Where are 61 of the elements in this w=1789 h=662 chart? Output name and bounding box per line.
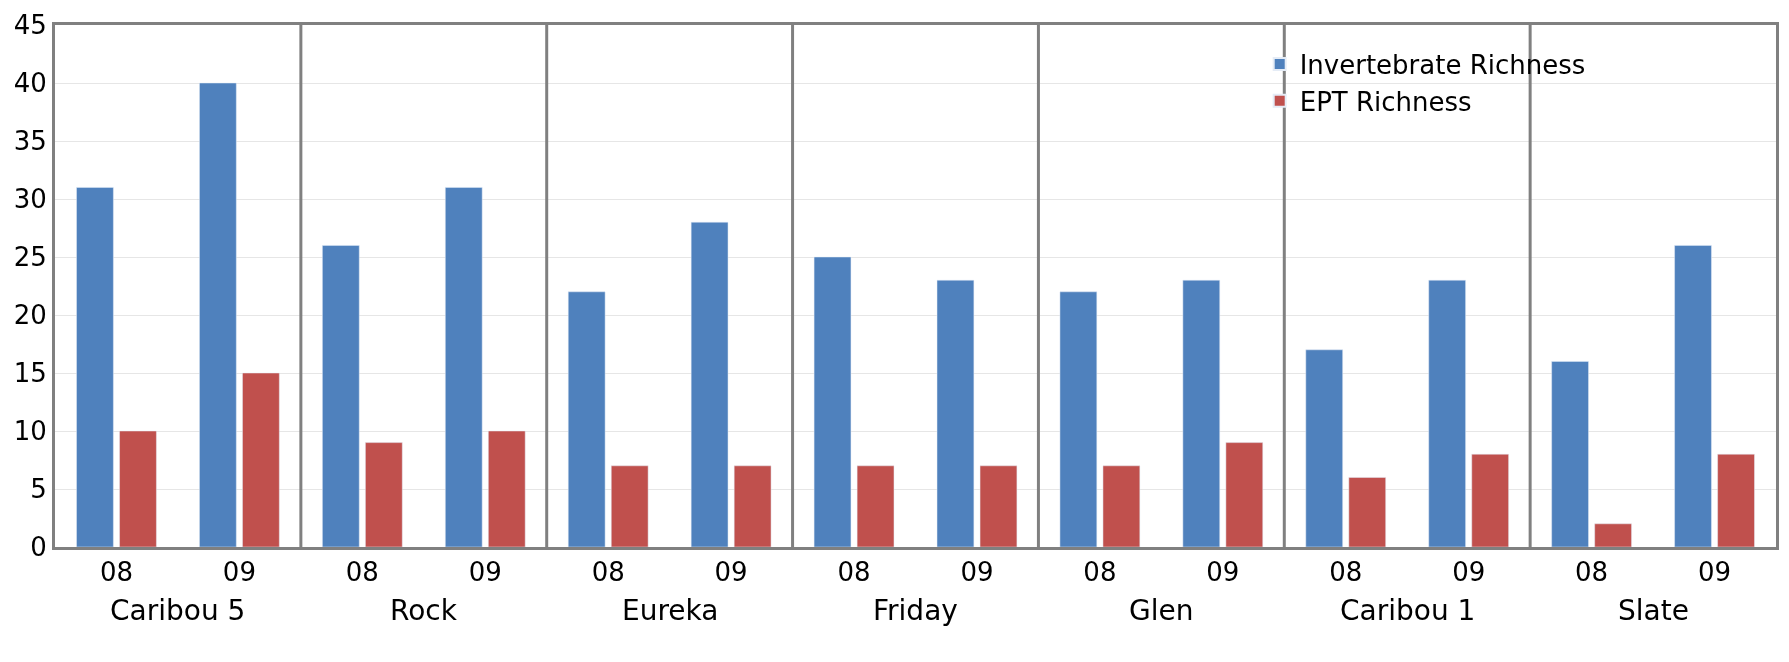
x-tick-label: 08: [345, 557, 379, 588]
bar: [488, 430, 526, 547]
bar: [813, 256, 852, 547]
x-tick-label: 09: [468, 557, 502, 588]
y-tick-label: 20: [13, 300, 47, 331]
bar: [1305, 349, 1343, 547]
x-tick-label: 08: [1575, 557, 1609, 588]
bar: [856, 465, 895, 547]
bar: [365, 442, 403, 547]
bar: [611, 465, 649, 547]
bar: [1674, 245, 1712, 547]
y-tick-label: 5: [30, 474, 47, 505]
y-tick-label: 25: [13, 242, 47, 273]
legend-label: Invertebrate Richness: [1299, 50, 1586, 81]
x-tick-label: 08: [591, 557, 625, 588]
y-tick-label: 40: [13, 68, 47, 99]
bar: [979, 465, 1018, 547]
bar: [567, 291, 606, 547]
x-tick-label: 08: [837, 557, 871, 588]
bar: [119, 430, 157, 547]
bar: [1059, 291, 1098, 547]
y-tick-label: 45: [13, 10, 47, 41]
bar: [1428, 279, 1466, 547]
bar: [690, 221, 729, 547]
bar: [1225, 442, 1264, 547]
x-tick-label: 09: [960, 557, 994, 588]
text: Rock: [390, 594, 458, 627]
bar: [1717, 453, 1755, 547]
bar: [1348, 477, 1386, 547]
x-tick-label: 09: [714, 557, 748, 588]
text: Slate: [1618, 594, 1689, 627]
y-tick-label: 0: [30, 532, 47, 563]
y-tick-label: 10: [13, 416, 47, 447]
x-tick-label: 09: [1452, 557, 1486, 588]
y-tick-label: 35: [13, 126, 47, 157]
x-tick-label: 09: [1697, 557, 1732, 588]
x-tick-label: 09: [222, 557, 256, 588]
bar: [322, 245, 360, 547]
y-tick-label: 15: [13, 358, 47, 389]
bar: [76, 187, 114, 547]
x-tick-label: 08: [1083, 557, 1117, 588]
bar: [1182, 279, 1220, 547]
text: Caribou 5: [110, 594, 246, 627]
bar: [936, 279, 975, 547]
bar: [1594, 523, 1632, 547]
bar: [199, 82, 237, 547]
y-tick-label: 30: [13, 184, 47, 215]
bar: [445, 187, 483, 547]
text: Glen: [1129, 594, 1194, 627]
bar: [733, 465, 772, 547]
text: Eureka: [622, 594, 719, 627]
bar: [1102, 465, 1141, 547]
text: Friday: [873, 594, 958, 627]
bar: [242, 372, 280, 547]
x-tick-label: 08: [99, 557, 134, 588]
x-tick-label: 09: [1206, 557, 1240, 588]
x-tick-label: 08: [1329, 557, 1363, 588]
bar: [1551, 361, 1589, 547]
bar: [1471, 453, 1509, 547]
legend-label: EPT Richness: [1299, 87, 1472, 117]
text: Caribou 1: [1340, 594, 1476, 627]
